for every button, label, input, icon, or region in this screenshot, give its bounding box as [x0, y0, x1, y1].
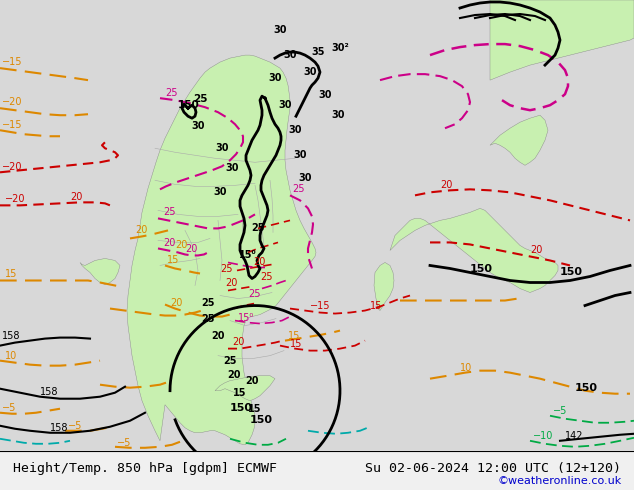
Text: 150: 150	[560, 268, 583, 277]
Text: 25: 25	[251, 223, 265, 233]
Polygon shape	[490, 115, 548, 165]
Text: Height/Temp. 850 hPa [gdpm] ECMWF: Height/Temp. 850 hPa [gdpm] ECMWF	[13, 462, 276, 475]
Text: 30: 30	[213, 187, 227, 197]
Text: 30: 30	[268, 73, 281, 83]
Text: −15: −15	[2, 57, 22, 67]
Text: 20: 20	[70, 193, 82, 202]
Text: 142: 142	[565, 431, 583, 441]
Polygon shape	[80, 258, 120, 285]
Text: 25: 25	[201, 297, 215, 308]
Text: 20: 20	[253, 257, 266, 268]
Text: 158: 158	[40, 387, 58, 397]
Text: 25: 25	[220, 265, 233, 274]
Text: 30: 30	[225, 163, 239, 173]
Text: 20: 20	[440, 180, 453, 190]
Text: 150: 150	[250, 415, 273, 425]
Text: 30: 30	[191, 121, 205, 131]
Text: 15⁰: 15⁰	[239, 250, 257, 261]
Polygon shape	[215, 376, 275, 401]
Text: −20: −20	[2, 162, 22, 172]
Text: 15: 15	[290, 339, 302, 348]
Text: 15: 15	[5, 270, 17, 279]
Text: 30: 30	[318, 90, 332, 100]
Text: 158: 158	[50, 423, 68, 433]
Polygon shape	[374, 263, 394, 311]
Text: 150: 150	[575, 383, 598, 392]
Text: 150: 150	[178, 100, 200, 110]
Text: −20: −20	[2, 97, 22, 107]
Text: −20: −20	[5, 195, 25, 204]
Text: 30: 30	[283, 50, 297, 60]
Text: −15: −15	[310, 300, 330, 311]
Text: 25: 25	[223, 356, 236, 366]
Text: 15⁰: 15⁰	[238, 313, 254, 322]
Text: Su 02-06-2024 12:00 UTC (12+120): Su 02-06-2024 12:00 UTC (12+120)	[365, 462, 621, 475]
Text: 25: 25	[292, 184, 304, 195]
Text: 25: 25	[165, 88, 178, 98]
Text: −10: −10	[533, 431, 553, 441]
Text: 30: 30	[288, 125, 302, 135]
Polygon shape	[127, 55, 316, 445]
Polygon shape	[490, 0, 634, 80]
Text: 15: 15	[233, 388, 247, 398]
Text: 15: 15	[249, 404, 262, 414]
Text: 20: 20	[232, 337, 244, 346]
Text: 25: 25	[163, 207, 176, 218]
Text: 20: 20	[225, 277, 237, 288]
Text: −5: −5	[68, 421, 82, 431]
Text: 30: 30	[303, 67, 317, 77]
Text: −5: −5	[117, 438, 131, 448]
Text: 158: 158	[2, 331, 20, 341]
Text: −5: −5	[553, 406, 567, 416]
Text: 30: 30	[294, 150, 307, 160]
Text: 30: 30	[216, 143, 229, 153]
Text: 25: 25	[193, 94, 207, 104]
Text: 25: 25	[201, 314, 215, 323]
Text: 30²: 30²	[331, 43, 349, 53]
Text: 10: 10	[5, 351, 17, 361]
Text: 15: 15	[288, 331, 301, 341]
Text: 15: 15	[167, 255, 179, 266]
Text: 150: 150	[470, 265, 493, 274]
Text: 20: 20	[163, 239, 176, 248]
Text: −15: −15	[2, 120, 22, 130]
Text: 25: 25	[260, 272, 273, 283]
Text: 25: 25	[248, 289, 261, 298]
Text: 15: 15	[370, 300, 382, 311]
Text: 20: 20	[185, 245, 197, 254]
Text: 20: 20	[135, 225, 147, 235]
Polygon shape	[390, 208, 558, 293]
Text: −5: −5	[2, 403, 16, 413]
Text: 30: 30	[331, 110, 345, 120]
Text: 35: 35	[311, 47, 325, 57]
Text: 20: 20	[227, 369, 241, 380]
Text: 30: 30	[273, 25, 287, 35]
Text: 20: 20	[175, 241, 188, 250]
Text: 20: 20	[530, 245, 542, 255]
Text: 150: 150	[230, 403, 253, 413]
Text: 30: 30	[278, 100, 292, 110]
Text: 20: 20	[245, 376, 259, 386]
Text: 20: 20	[211, 331, 224, 341]
Text: 30: 30	[298, 173, 312, 183]
Text: ©weatheronline.co.uk: ©weatheronline.co.uk	[497, 476, 621, 486]
Text: 20: 20	[170, 297, 183, 308]
Text: 10: 10	[460, 363, 472, 373]
